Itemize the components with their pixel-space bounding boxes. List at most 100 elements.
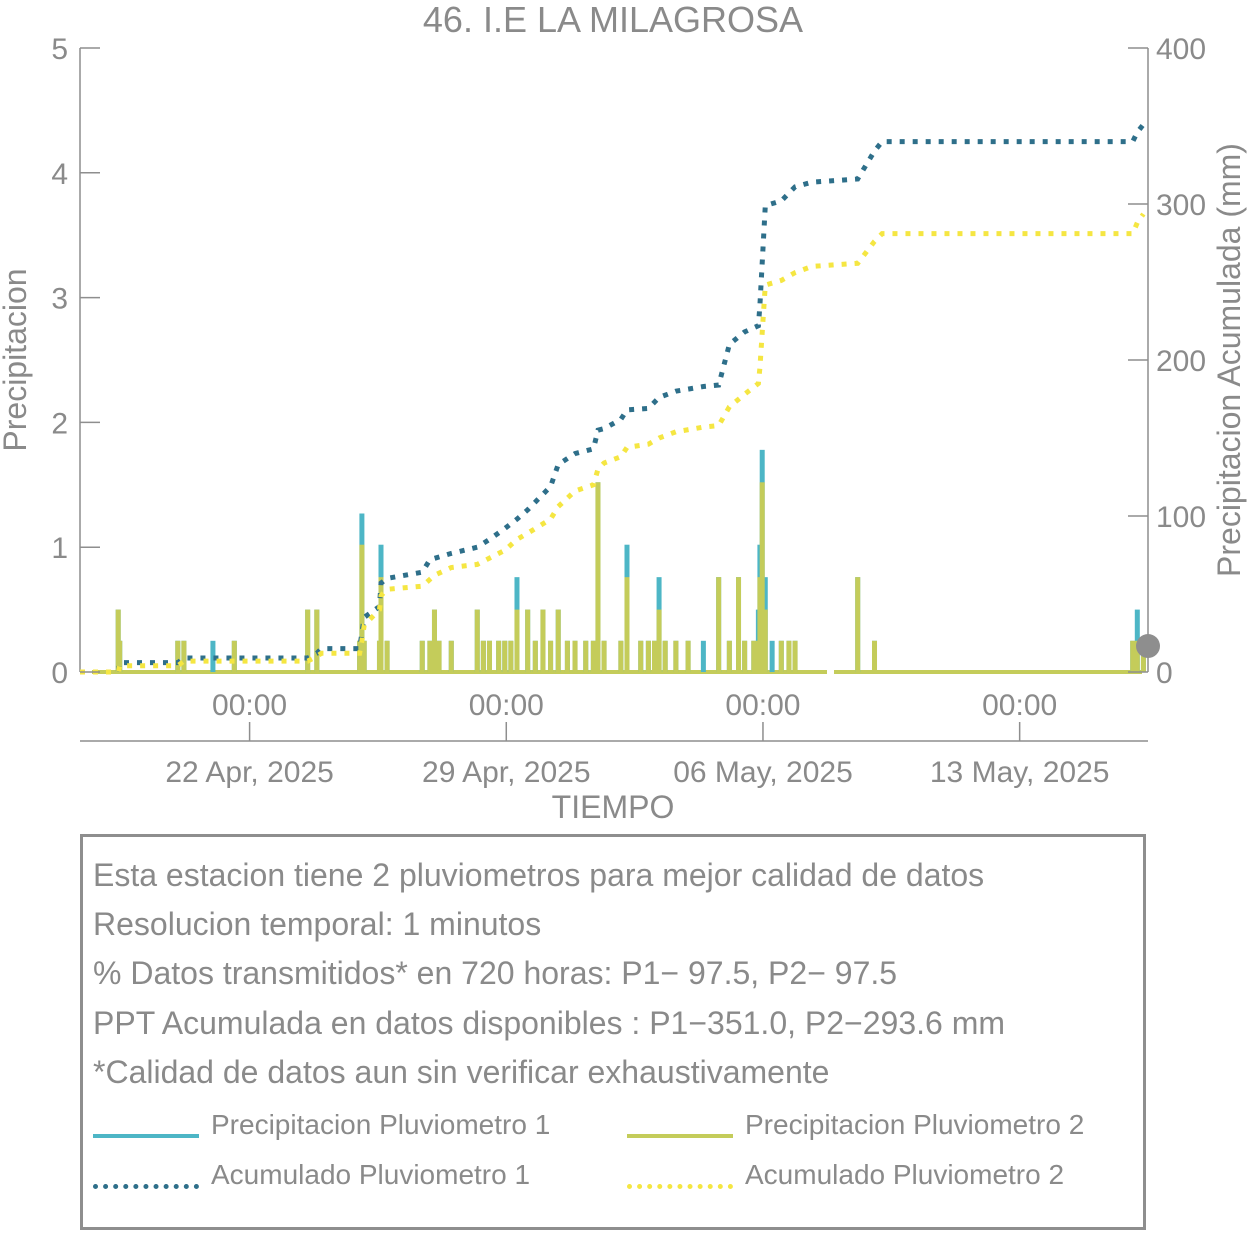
legend-line-p2: [627, 1134, 733, 1138]
bar-p2: [486, 640, 492, 672]
bar-p2: [651, 640, 657, 672]
x-tick-time-label: 00:00: [725, 689, 800, 722]
cumulative-lines-layer: [80, 122, 1160, 675]
bar-p2: [595, 482, 601, 672]
bar-p2: [431, 609, 437, 672]
bar-p1: [700, 640, 706, 672]
info-box: Esta estacion tiene 2 pluviometros para …: [80, 834, 1146, 1230]
x-tick-date-label: 06 May, 2025: [673, 756, 853, 789]
bar-p2: [583, 640, 589, 672]
info-line-stations: Esta estacion tiene 2 pluviometros para …: [93, 857, 985, 893]
y2-tick-label: 400: [1156, 33, 1206, 66]
bar-p2: [384, 640, 390, 672]
y2-tick-label: 0: [1156, 657, 1173, 690]
legend-label-p1: Precipitacion Pluviometro 1: [211, 1109, 551, 1140]
legend-label-acc2: Acumulado Pluviometro 2: [745, 1159, 1065, 1190]
bar-p2: [436, 640, 442, 672]
bar-p2: [514, 609, 520, 672]
bar-p2: [726, 640, 732, 672]
ticks-layer: 0 1 2 3 4 5 0 100 200 300 400 00:00 22 Apr, 2025 00:0…: [51, 33, 1206, 789]
legend-line-acc2: [627, 1184, 733, 1189]
bar-p2: [572, 640, 578, 672]
bar-p2: [1134, 640, 1140, 672]
x-tick-date-label: 22 Apr, 2025: [165, 756, 334, 789]
y2-axis-label: Precipitacion Acumulada (mm): [1211, 143, 1247, 577]
bar-p2: [508, 640, 514, 672]
bar-p2: [359, 544, 365, 672]
legend-label-acc1: Acumulado Pluviometro 1: [211, 1159, 531, 1190]
y-tick-label: 5: [51, 33, 68, 66]
y2-tick-label: 200: [1156, 345, 1206, 378]
bar-p2: [548, 640, 554, 672]
precipitation-chart: 46. I.E LA MILAGROSA Precipitacion Preci…: [0, 0, 1247, 825]
bar-p2: [419, 640, 425, 672]
x-axis-label: TIEMPO: [552, 789, 675, 825]
bar-p2: [792, 640, 798, 672]
y2-tick-label: 300: [1156, 189, 1206, 222]
bar-p2: [555, 609, 561, 672]
x-tick-time-label: 00:00: [982, 689, 1057, 722]
bar-p2: [305, 609, 311, 672]
y-tick-label: 3: [51, 283, 68, 316]
bar-p2: [540, 609, 546, 672]
info-line-accumulated: PPT Acumulada en datos disponibles : P1−…: [93, 1005, 1005, 1041]
bar-p2: [480, 640, 486, 672]
bar-p2: [673, 640, 679, 672]
info-line-resolution: Resolucion temporal: 1 minutos: [93, 906, 542, 942]
x-tick-date-label: 29 Apr, 2025: [422, 756, 591, 789]
bar-p2: [181, 640, 187, 672]
bar-p2: [378, 577, 384, 672]
x-tick-time-label: 00:00: [469, 689, 544, 722]
cumulative-line-p1: [80, 122, 1146, 675]
bar-p2: [474, 609, 480, 672]
y-tick-label: 1: [51, 532, 68, 565]
y-tick-label: 2: [51, 407, 68, 440]
bar-p2: [645, 640, 651, 672]
y-axis-label: Precipitacion: [0, 268, 33, 451]
bar-p2: [427, 640, 433, 672]
legend-line-p1: [93, 1134, 199, 1138]
bar-p2: [624, 577, 630, 672]
end-marker: [1136, 634, 1160, 659]
bar-p2: [496, 640, 502, 672]
bar-p2: [175, 640, 181, 672]
bar-p2: [759, 482, 765, 672]
bar-p2: [762, 609, 768, 672]
bar-p2: [751, 640, 757, 672]
legend-item-acc1: Acumulado Pluviometro 1: [93, 1159, 613, 1199]
bar-p2: [231, 640, 237, 672]
legend-item-p2: Precipitacion Pluviometro 2: [627, 1109, 1147, 1149]
bars-layer: [92, 449, 1146, 674]
y-tick-label: 4: [51, 158, 68, 191]
bar-p2: [564, 640, 570, 672]
bar-p2: [590, 640, 596, 672]
bar-p2: [1130, 640, 1136, 672]
bar-p2: [502, 640, 508, 672]
bar-p1: [769, 640, 775, 672]
legend-label-p2: Precipitacion Pluviometro 2: [745, 1109, 1085, 1140]
cumulative-line-p2: [80, 212, 1146, 675]
bar-p2: [525, 609, 531, 672]
x-tick-time-label: 00:00: [212, 689, 287, 722]
legend-item-acc2: Acumulado Pluviometro 2: [627, 1159, 1147, 1199]
bar-p2: [778, 640, 784, 672]
bar-p2: [786, 640, 792, 672]
x-tick-date-label: 13 May, 2025: [930, 756, 1110, 789]
bar-p2: [716, 577, 722, 672]
bar-p2: [662, 640, 668, 672]
bar-p2: [855, 577, 861, 672]
bar-p2: [872, 640, 878, 672]
info-line-transmitted: % Datos transmitidos* en 720 horas: P1− …: [93, 955, 898, 991]
bar-p2: [361, 640, 367, 672]
bar-p2: [742, 640, 748, 672]
bar-p2: [532, 640, 538, 672]
bar-p2: [638, 640, 644, 672]
bar-p2: [314, 609, 320, 672]
bar-p2: [618, 640, 624, 672]
bar-p1: [210, 640, 216, 672]
bar-p2: [736, 577, 742, 672]
bar-p2: [656, 609, 662, 672]
y2-tick-label: 100: [1156, 501, 1206, 534]
y-tick-label: 0: [51, 657, 68, 690]
legend-line-acc1: [93, 1184, 199, 1189]
